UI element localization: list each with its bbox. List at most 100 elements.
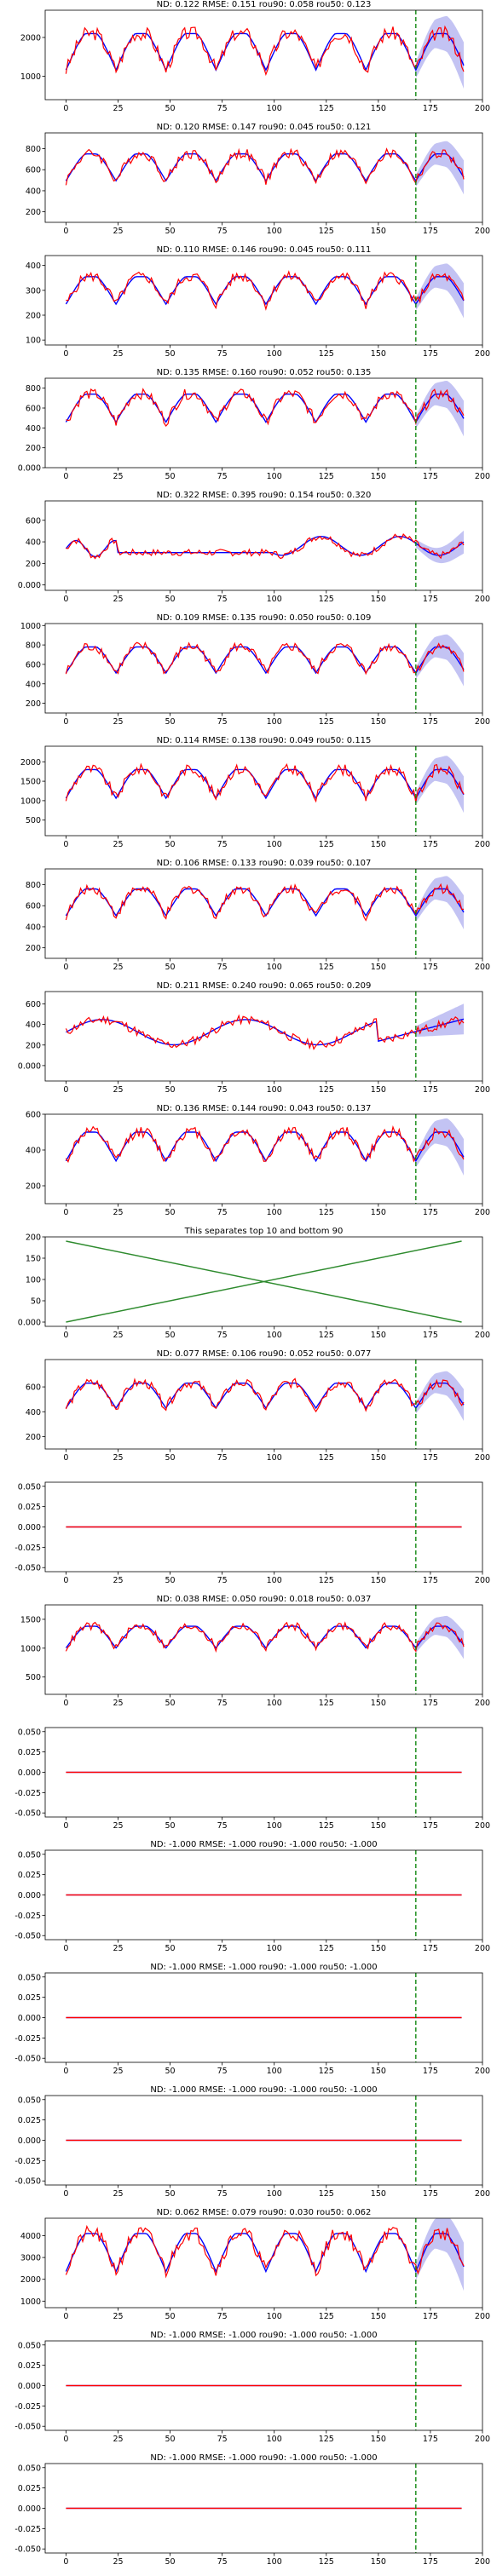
y-tick-label: 600 [26,405,41,414]
subplot-5: ND: 0.109 RMSE: 0.135 rou90: 0.050 rou50… [20,613,490,727]
y-tick-label: 600 [26,1383,41,1393]
x-tick-label: 125 [319,1944,334,1953]
x-tick-label: 100 [267,2312,282,2321]
x-tick-label: 125 [319,840,334,849]
x-tick-label: 50 [165,2189,176,2199]
x-tick-label: 175 [423,963,438,972]
target-line [65,762,465,803]
x-tick-label: 0 [63,2067,68,2076]
y-tick-label: -0.025 [14,2034,41,2044]
x-tick-label: 75 [217,349,228,359]
y-tick-label: -0.050 [14,1564,41,1573]
prediction-line [65,1383,465,1410]
x-tick-label: 25 [113,349,123,359]
target-line [65,147,465,186]
subplot-title: ND: 0.110 RMSE: 0.146 rou90: 0.045 rou50… [157,245,372,255]
x-tick-label: 75 [217,2189,228,2199]
x-tick-label: 200 [475,595,490,604]
y-tick-label: 0.025 [18,2116,41,2125]
interval-band [415,141,464,195]
x-tick-label: 75 [217,2067,228,2076]
x-tick-label: 150 [371,1085,386,1095]
x-tick-label: 175 [423,472,438,481]
x-tick-label: 200 [475,1331,490,1340]
target-line [66,388,465,427]
x-tick-label: 75 [217,1821,228,1831]
x-tick-label: 50 [165,227,176,236]
y-tick-label: 800 [26,641,41,651]
x-tick-label: 150 [371,2067,386,2076]
y-tick-label: 400 [26,538,41,548]
subplot-18: ND: 0.062 RMSE: 0.079 rou90: 0.030 rou50… [20,2208,490,2321]
x-tick-label: 175 [423,1208,438,1217]
x-tick-label: 100 [267,349,282,359]
x-tick-label: 75 [217,840,228,849]
x-tick-label: 150 [371,595,386,604]
y-tick-label: -0.050 [14,1932,41,1941]
x-tick-label: 175 [423,2189,438,2199]
x-tick-label: 75 [217,963,228,972]
y-tick-label: 0.025 [18,1748,41,1757]
y-tick-label: 200 [26,444,41,453]
y-tick-label: -0.050 [14,2423,41,2432]
y-tick-label: 0.000 [18,2504,41,2514]
y-tick-label: 50 [31,1297,41,1307]
y-tick-label: -0.050 [14,1809,41,1819]
y-tick-label: -0.025 [14,1544,41,1553]
x-tick-label: 0 [63,840,68,849]
interval-band [415,634,464,687]
prediction-line [65,1625,465,1649]
x-tick-label: 50 [165,2067,176,2076]
x-tick-label: 50 [165,963,176,972]
x-tick-label: 150 [371,1699,386,1708]
x-tick-label: 100 [267,1208,282,1217]
x-tick-label: 0 [63,2435,68,2444]
y-tick-label: 200 [26,944,41,953]
subplot-13: ND: 0.038 RMSE: 0.050 rou90: 0.018 rou50… [20,1595,490,1708]
subplot-title: This separates top 10 and bottom 90 [184,1227,344,1236]
x-tick-label: 150 [371,2189,386,2199]
x-tick-label: 150 [371,472,386,481]
x-tick-label: 125 [319,2189,334,2199]
y-tick-label: 2000 [20,758,41,768]
x-tick-label: 100 [267,1576,282,1585]
x-tick-label: 150 [371,1944,386,1953]
subplot-title: ND: -1.000 RMSE: -1.000 rou90: -1.000 ro… [150,1963,377,1972]
y-tick-label: 200 [26,312,41,321]
x-tick-label: 125 [319,104,334,113]
x-tick-label: 100 [267,2189,282,2199]
x-tick-label: 200 [475,104,490,113]
x-tick-label: 75 [217,717,228,727]
x-tick-label: 75 [217,1944,228,1953]
prediction-line [65,536,465,558]
y-tick-label: 1500 [20,1615,41,1624]
x-tick-label: 175 [423,595,438,604]
subplot-title: ND: 0.211 RMSE: 0.240 rou90: 0.065 rou50… [157,981,372,991]
interval-band [415,15,464,89]
x-tick-label: 125 [319,963,334,972]
x-tick-label: 75 [217,472,228,481]
y-tick-label: 400 [26,1021,41,1030]
x-tick-label: 175 [423,840,438,849]
x-tick-label: 100 [267,717,282,727]
axes-frame [44,991,483,1082]
y-tick-label: 1000 [20,72,41,82]
x-tick-label: 50 [165,1085,176,1095]
subplot-title: ND: 0.136 RMSE: 0.144 rou90: 0.043 rou50… [157,1104,372,1113]
y-tick-label: 800 [26,384,41,394]
x-tick-label: 175 [423,104,438,113]
y-tick-label: 0.000 [18,1523,41,1532]
subplot-10: This separates top 10 and bottom 90 0 25 50… [18,1227,490,1340]
subplot-title: ND: -1.000 RMSE: -1.000 rou90: -1.000 ro… [150,1840,377,1849]
y-tick-label: 500 [26,1673,41,1682]
subplot-12: 0 25 50 75 100 125 150 175 200 -0.050 -0.025 0.000 0… [14,1481,490,1585]
y-tick-label: 0.050 [18,2341,41,2350]
y-tick-label: 0.000 [18,1061,41,1071]
x-tick-label: 125 [319,227,334,236]
subplot-4: ND: 0.322 RMSE: 0.395 rou90: 0.154 rou50… [18,491,490,604]
target-line [65,1377,465,1413]
x-tick-label: 50 [165,349,176,359]
y-tick-label: 800 [26,881,41,890]
x-tick-label: 125 [319,717,334,727]
x-tick-label: 75 [217,2435,228,2444]
